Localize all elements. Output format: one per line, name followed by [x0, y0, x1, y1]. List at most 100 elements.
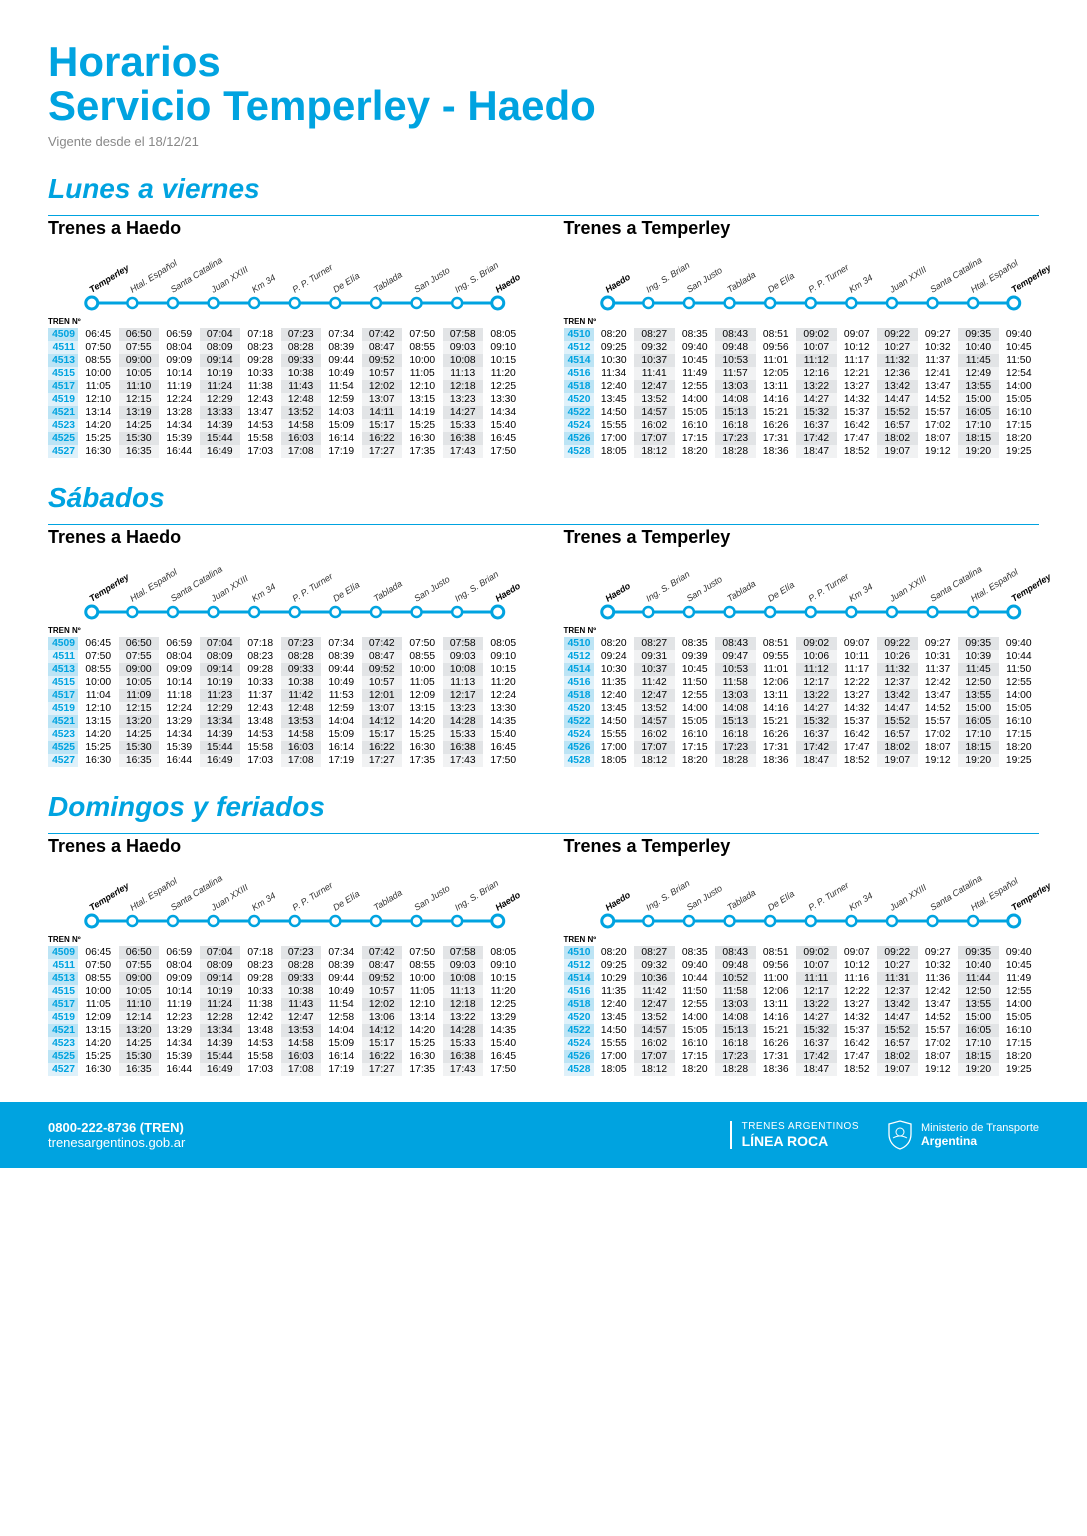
- time-cell: 17:15: [675, 432, 716, 445]
- time-cell: 09:24: [594, 650, 635, 663]
- time-cell: 09:56: [756, 959, 797, 972]
- time-cell: 14:32: [837, 702, 878, 715]
- time-cell: 12:17: [796, 676, 837, 689]
- time-cell: 13:22: [796, 380, 837, 393]
- table-row: 452716:3016:3516:4416:4917:0317:0817:191…: [48, 754, 524, 767]
- time-cell: 15:37: [837, 1024, 878, 1037]
- time-cell: 10:00: [78, 676, 119, 689]
- svg-text:Haedo: Haedo: [494, 890, 523, 913]
- time-cell: 16:45: [483, 741, 524, 754]
- time-cell: 13:28: [159, 406, 200, 419]
- time-cell: 12:58: [321, 1011, 362, 1024]
- time-cell: 11:01: [756, 354, 797, 367]
- time-cell: 09:40: [675, 959, 716, 972]
- time-cell: 11:12: [796, 354, 837, 367]
- time-cell: 17:02: [918, 728, 959, 741]
- time-cell: 17:15: [675, 741, 716, 754]
- time-cell: 14:25: [119, 419, 160, 432]
- time-cell: 13:27: [837, 689, 878, 702]
- time-cell: 11:20: [483, 676, 524, 689]
- time-cell: 14:12: [362, 1024, 403, 1037]
- time-cell: 11:24: [200, 998, 241, 1011]
- time-cell: 14:58: [281, 419, 322, 432]
- time-cell: 07:04: [200, 328, 241, 341]
- svg-text:De Elía: De Elía: [765, 889, 795, 913]
- time-cell: 16:42: [837, 1037, 878, 1050]
- train-number: 4527: [48, 754, 78, 767]
- time-cell: 14:50: [594, 406, 635, 419]
- table-row: 451008:2008:2708:3508:4308:5109:0209:070…: [564, 946, 1040, 959]
- time-cell: 12:47: [281, 1011, 322, 1024]
- train-number: 4521: [48, 1024, 78, 1037]
- time-cell: 12:37: [877, 985, 918, 998]
- time-cell: 10:33: [240, 985, 281, 998]
- time-cell: 15:30: [119, 741, 160, 754]
- time-cell: 16:22: [362, 741, 403, 754]
- time-cell: 12:49: [958, 367, 999, 380]
- time-cell: 17:15: [999, 419, 1040, 432]
- table-row: 452013:4513:5214:0014:0814:1614:2714:321…: [564, 1011, 1040, 1024]
- time-cell: 13:45: [594, 393, 635, 406]
- time-cell: 10:00: [78, 985, 119, 998]
- time-cell: 13:55: [958, 998, 999, 1011]
- time-cell: 09:44: [321, 972, 362, 985]
- timetable: 450906:4506:5006:5907:0407:1807:2307:340…: [48, 328, 524, 458]
- time-cell: 14:20: [78, 1037, 119, 1050]
- time-cell: 11:36: [918, 972, 959, 985]
- time-cell: 11:42: [634, 985, 675, 998]
- time-cell: 14:20: [78, 419, 119, 432]
- table-row: 452415:5516:0216:1016:1816:2616:3716:421…: [564, 728, 1040, 741]
- time-cell: 13:48: [240, 715, 281, 728]
- time-cell: 06:45: [78, 328, 119, 341]
- time-cell: 18:07: [918, 432, 959, 445]
- train-number: 4510: [564, 946, 594, 959]
- time-cell: 09:32: [634, 959, 675, 972]
- time-cell: 15:05: [675, 1024, 716, 1037]
- time-cell: 09:22: [877, 637, 918, 650]
- time-cell: 10:29: [594, 972, 635, 985]
- time-cell: 17:03: [240, 445, 281, 458]
- table-row: 451308:5509:0009:0909:1409:2809:3309:440…: [48, 663, 524, 676]
- time-cell: 15:40: [483, 419, 524, 432]
- time-cell: 17:35: [402, 754, 443, 767]
- time-cell: 14:28: [443, 715, 484, 728]
- time-cell: 12:16: [796, 367, 837, 380]
- train-number: 4518: [564, 380, 594, 393]
- time-cell: 14:58: [281, 1037, 322, 1050]
- footer-phone: 0800-222-8736 (TREN): [48, 1120, 185, 1135]
- time-cell: 17:19: [321, 1063, 362, 1076]
- time-cell: 07:42: [362, 637, 403, 650]
- train-number: 4516: [564, 985, 594, 998]
- time-cell: 12:37: [877, 676, 918, 689]
- time-cell: 16:18: [715, 728, 756, 741]
- train-number: 4523: [48, 728, 78, 741]
- time-cell: 12:55: [999, 985, 1040, 998]
- time-cell: 11:41: [634, 367, 675, 380]
- time-cell: 09:02: [796, 328, 837, 341]
- time-cell: 09:48: [715, 341, 756, 354]
- time-cell: 19:25: [999, 445, 1040, 458]
- table-row: 451308:5509:0009:0909:1409:2809:3309:440…: [48, 354, 524, 367]
- time-cell: 11:35: [594, 676, 635, 689]
- train-number: 4528: [564, 445, 594, 458]
- page-title: Horarios Servicio Temperley - Haedo: [48, 40, 1039, 128]
- time-cell: 15:44: [200, 432, 241, 445]
- time-cell: 17:15: [999, 728, 1040, 741]
- time-cell: 09:48: [715, 959, 756, 972]
- time-cell: 15:09: [321, 419, 362, 432]
- time-cell: 09:35: [958, 946, 999, 959]
- time-cell: 08:35: [675, 328, 716, 341]
- time-cell: 15:17: [362, 419, 403, 432]
- time-cell: 09:22: [877, 946, 918, 959]
- time-cell: 18:05: [594, 754, 635, 767]
- time-cell: 07:18: [240, 637, 281, 650]
- time-cell: 09:00: [119, 663, 160, 676]
- effective-date: Vigente desde el 18/12/21: [48, 134, 1039, 149]
- svg-text:Ing. S. Brian: Ing. S. Brian: [453, 260, 500, 295]
- time-cell: 07:58: [443, 328, 484, 341]
- time-cell: 16:10: [999, 406, 1040, 419]
- time-cell: 09:39: [675, 650, 716, 663]
- time-cell: 09:40: [999, 637, 1040, 650]
- time-cell: 12:05: [756, 367, 797, 380]
- time-cell: 13:07: [362, 393, 403, 406]
